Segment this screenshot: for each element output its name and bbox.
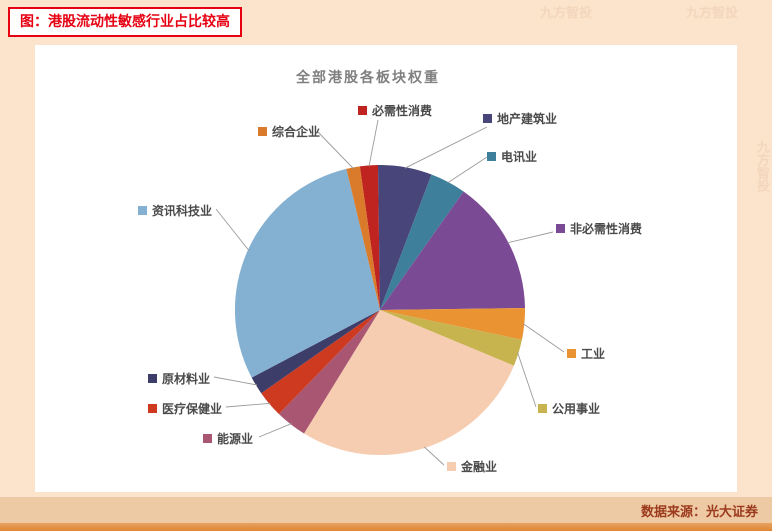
pie-label: 必需性消费 (358, 102, 432, 119)
pie-slice-12 (346, 166, 380, 310)
footer-stripe (0, 523, 772, 531)
leader-line (507, 231, 554, 244)
pie-label: 公用事业 (538, 400, 600, 417)
legend-label: 金融业 (461, 460, 498, 474)
watermark: 九方智投 (540, 6, 593, 21)
leader-line (225, 402, 271, 408)
pie-label: 医疗保健业 (148, 400, 222, 417)
legend-marker (447, 462, 456, 471)
legend-marker (148, 404, 157, 413)
leader-line (517, 352, 537, 408)
legend-marker (148, 374, 157, 383)
pie-label: 金融业 (447, 458, 497, 475)
pie-svg (213, 119, 565, 466)
pie-label: 能源业 (203, 430, 253, 447)
pie-slice-1 (359, 165, 380, 310)
leader-line (215, 208, 250, 251)
pie-label: 原材料业 (148, 370, 210, 387)
leader-line (213, 376, 258, 386)
pie-slice-8 (278, 310, 380, 434)
leader-line (447, 156, 488, 184)
pie-label: 地产建筑业 (483, 110, 557, 127)
pie-slice-6 (380, 310, 522, 366)
leader-line (258, 423, 292, 438)
pie-label: 资讯科技业 (138, 202, 212, 219)
legend-marker (538, 404, 547, 413)
pie-slice-10 (251, 310, 380, 394)
pie-label: 电讯业 (487, 148, 537, 165)
legend-marker (203, 434, 212, 443)
pie-slice-4 (380, 191, 525, 310)
data-source: 数据来源：光大证券 (640, 505, 758, 520)
leader-line (423, 446, 445, 466)
legend-marker (487, 152, 496, 161)
legend-marker (138, 206, 147, 215)
legend-label: 工业 (581, 347, 606, 361)
footer: 数据来源：光大证券 (0, 497, 772, 531)
legend-marker (567, 349, 576, 358)
legend-marker (556, 224, 565, 233)
watermark: 九方智投 (686, 6, 739, 21)
legend-label: 原材料业 (162, 372, 211, 386)
pie-labels: 必需性消费地产建筑业电讯业非必需性消费工业公用事业金融业 能源业 医疗保健业 原材料业… (35, 45, 737, 492)
watermark: 九方智投 (754, 140, 769, 192)
leader-line (523, 323, 565, 353)
pie-chart: 全部港股各板块权重 必需性消费地产建筑业电讯业非必需性消费工业公用事业金融业 能源… (35, 45, 737, 492)
leader-line (368, 119, 379, 167)
legend-label: 地产建筑业 (497, 112, 558, 126)
leader-line (317, 131, 354, 169)
leader-line (404, 126, 488, 169)
figure-title: 图：港股流动性敏感行业占比较高 (8, 7, 242, 37)
pie-slice-9 (261, 310, 380, 414)
legend-label: 公用事业 (552, 402, 601, 416)
pie-label: 非必需性消费 (556, 220, 642, 237)
pie-label: 综合企业 (258, 123, 320, 140)
pie-slice-2 (378, 164, 432, 310)
legend-marker (358, 106, 367, 115)
pie-label: 工业 (567, 345, 605, 362)
legend-label: 电讯业 (501, 150, 538, 164)
legend-marker (483, 114, 492, 123)
legend-label: 资讯科技业 (152, 204, 213, 218)
chart-title: 全部港股各板块权重 (296, 70, 440, 86)
legend-label: 必需性消费 (372, 104, 433, 118)
pie-slice-11 (234, 168, 380, 378)
legend-marker (258, 127, 267, 136)
legend-label: 能源业 (217, 432, 254, 446)
pie-slice-5 (380, 308, 526, 340)
pie-slice-7 (304, 310, 514, 456)
legend-label: 综合企业 (272, 125, 321, 139)
legend-label: 医疗保健业 (162, 402, 223, 416)
pie-slice-3 (380, 174, 464, 310)
legend-label: 非必需性消费 (570, 222, 643, 236)
